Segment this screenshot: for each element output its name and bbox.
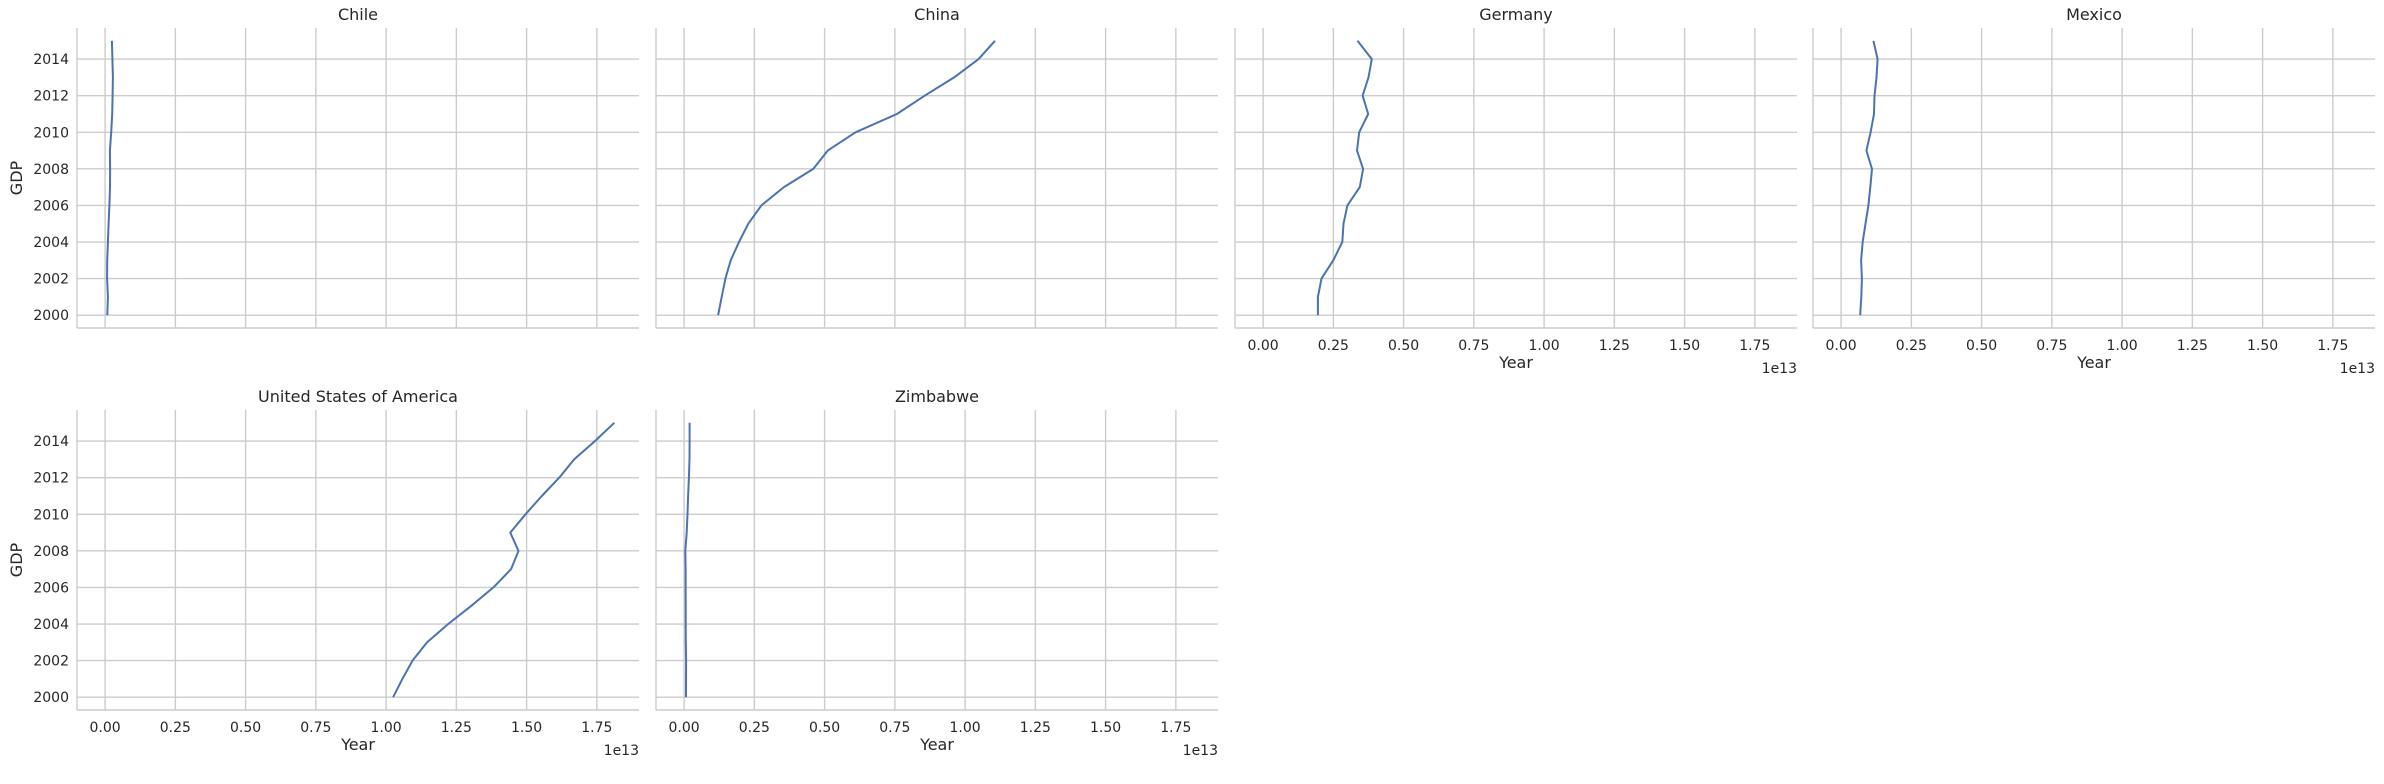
- x-tick-label: 1.25: [441, 720, 472, 736]
- series-line: [717, 40, 996, 316]
- x-tick-label: 0.75: [879, 720, 910, 736]
- x-tick-label: 0.50: [809, 720, 840, 736]
- x-tick-label: 0.50: [230, 720, 261, 736]
- x-tick-label: 1.00: [1529, 338, 1560, 354]
- y-axis-label: GDP: [7, 160, 26, 195]
- series-line: [1316, 40, 1373, 316]
- x-tick-label: 0.00: [669, 720, 700, 736]
- facet-panel: China: [655, 5, 1218, 329]
- facet-title: Chile: [338, 5, 378, 24]
- y-tick-label: 2010: [33, 507, 69, 523]
- y-tick-label: 2014: [33, 52, 69, 68]
- x-tick-label: 0.00: [1248, 338, 1279, 354]
- x-tick-label: 0.75: [2036, 338, 2067, 354]
- y-tick-label: 2004: [33, 235, 69, 251]
- x-axis-label: Year: [919, 735, 954, 754]
- x-tick-label: 0.25: [160, 720, 191, 736]
- facet-title: Germany: [1479, 5, 1553, 24]
- y-tick-label: 2008: [33, 162, 69, 178]
- x-offset-label: 1e13: [1183, 743, 1218, 759]
- x-tick-label: 1.75: [1160, 720, 1191, 736]
- x-tick-label: 1.50: [511, 720, 542, 736]
- series-line: [684, 422, 691, 698]
- y-tick-label: 2006: [33, 580, 69, 596]
- x-tick-label: 0.00: [90, 720, 121, 736]
- x-tick-label: 0.75: [1458, 338, 1489, 354]
- y-tick-label: 2010: [33, 125, 69, 141]
- series-line: [1859, 40, 1879, 316]
- x-tick-label: 1.50: [2247, 338, 2278, 354]
- x-tick-label: 1.50: [1669, 338, 1700, 354]
- facet-title: Zimbabwe: [895, 387, 979, 406]
- x-tick-label: 0.25: [1318, 338, 1349, 354]
- x-tick-label: 1.75: [2317, 338, 2348, 354]
- x-tick-label: 1.50: [1090, 720, 1121, 736]
- y-tick-label: 2014: [33, 434, 69, 450]
- x-tick-label: 0.75: [300, 720, 331, 736]
- x-tick-label: 1.25: [2177, 338, 2208, 354]
- x-tick-label: 1.75: [1739, 338, 1770, 354]
- y-tick-label: 2008: [33, 544, 69, 560]
- facet-title: China: [914, 5, 960, 24]
- x-offset-label: 1e13: [2340, 361, 2375, 377]
- x-tick-label: 0.00: [1826, 338, 1857, 354]
- x-offset-label: 1e13: [1762, 361, 1797, 377]
- y-tick-label: 2004: [33, 617, 69, 633]
- facet-panel: Germany 0.00 0.25 0.50 0.75 1.00 1.25 1.50 1.75 Y…: [1234, 5, 1797, 377]
- x-tick-label: 1.00: [950, 720, 981, 736]
- x-tick-label: 0.50: [1966, 338, 1997, 354]
- y-tick-label: 2002: [33, 654, 69, 670]
- facet-panel: Chile 2000 2002 2004 2006 2008 2010 2012 2014 GDP: [7, 5, 639, 329]
- x-axis-label: Year: [1498, 353, 1533, 372]
- x-tick-label: 0.25: [739, 720, 770, 736]
- y-tick-label: 2000: [33, 690, 69, 706]
- series-line: [106, 40, 114, 316]
- x-axis-label: Year: [2076, 353, 2111, 372]
- x-tick-label: 1.25: [1020, 720, 1051, 736]
- y-tick-label: 2006: [33, 198, 69, 214]
- x-axis-label: Year: [340, 735, 375, 754]
- y-tick-label: 2012: [33, 89, 69, 105]
- y-axis-label: GDP: [7, 542, 26, 577]
- x-tick-label: 1.75: [581, 720, 612, 736]
- x-tick-label: 1.00: [2107, 338, 2138, 354]
- x-offset-label: 1e13: [604, 743, 639, 759]
- x-tick-label: 0.50: [1388, 338, 1419, 354]
- y-tick-label: 2012: [33, 471, 69, 487]
- x-tick-label: 1.00: [371, 720, 402, 736]
- x-tick-label: 0.25: [1896, 338, 1927, 354]
- facet-panel: Zimbabwe 0.00 0.25 0.50 0.75 1.00 1.25 1.50 1.75…: [655, 387, 1218, 759]
- series-line: [392, 422, 615, 698]
- facet-title: Mexico: [2066, 5, 2122, 24]
- facet-title: United States of America: [258, 387, 458, 406]
- facet-panel: Mexico 0.00 0.25 0.50 0.75 1.00 1.25 1.50 1.75 Ye…: [1812, 5, 2375, 377]
- y-tick-label: 2000: [33, 308, 69, 324]
- x-tick-label: 1.25: [1599, 338, 1630, 354]
- y-tick-label: 2002: [33, 272, 69, 288]
- facet-panel: United States of America 2000 2002 2004 2006…: [7, 387, 639, 759]
